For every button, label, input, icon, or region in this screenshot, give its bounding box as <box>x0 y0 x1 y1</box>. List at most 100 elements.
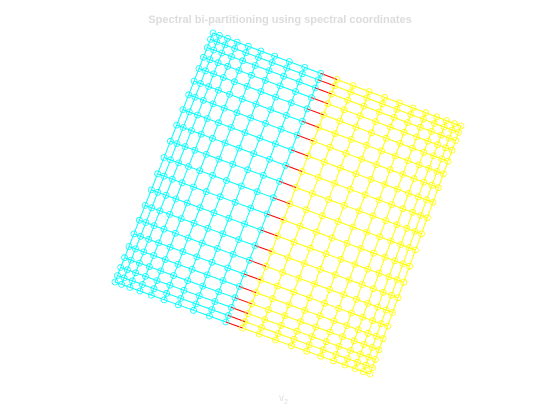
mesh-edge-b <box>412 196 419 213</box>
mesh-edge-b <box>335 354 348 360</box>
mesh-node-a <box>292 88 299 95</box>
mesh-edge-b <box>381 138 387 151</box>
mesh-edge-b <box>314 269 321 285</box>
mesh-node-b <box>374 303 382 311</box>
mesh-edge-a <box>242 98 257 105</box>
mesh-node-a <box>160 154 168 161</box>
mesh-node-b <box>366 370 374 378</box>
mesh-edge-b <box>329 289 344 296</box>
mesh-node-a <box>231 45 239 52</box>
mesh-node-a <box>173 121 181 129</box>
mesh-edge-b <box>428 155 434 169</box>
mesh-edge-b <box>390 126 405 133</box>
mesh-node-b <box>363 94 371 102</box>
mesh-edge-a <box>165 179 173 196</box>
mesh-node-a <box>160 225 168 233</box>
mesh-edge-b <box>353 85 370 93</box>
mesh-edge-a <box>227 37 238 43</box>
mesh-node-b <box>455 128 463 136</box>
mesh-edge-b <box>385 309 393 313</box>
mesh-edge-b <box>323 147 331 163</box>
mesh-edge-b <box>319 315 335 322</box>
mesh-edge-a <box>221 52 232 58</box>
mesh-edge-a <box>208 309 213 317</box>
mesh-node-b <box>326 143 334 151</box>
mesh-edge-b <box>267 298 274 310</box>
mesh-edge-b <box>277 333 295 340</box>
mesh-edge-a <box>246 85 262 92</box>
mesh-node-b <box>331 82 339 90</box>
mesh-node-b <box>428 127 435 135</box>
mesh-edge-b <box>265 251 273 267</box>
mesh-node-b <box>339 333 347 341</box>
mesh-node-b <box>351 365 359 373</box>
mesh-edge-b <box>318 114 324 128</box>
mesh-edge-a <box>207 227 224 235</box>
mesh-edge-a <box>188 97 196 113</box>
mesh-node-a <box>170 272 178 279</box>
mesh-edge-b <box>375 323 382 337</box>
mesh-edge-a <box>191 268 208 276</box>
mesh-node-a <box>227 124 235 131</box>
mesh-edge-a <box>206 39 211 48</box>
mesh-node-a <box>215 288 223 296</box>
mesh-node-a <box>174 260 182 268</box>
mesh-node-a <box>150 252 158 259</box>
mesh-edge-b <box>436 116 447 122</box>
mesh-node-b <box>340 291 348 299</box>
mesh-edge-a <box>175 198 188 204</box>
mesh-edge-b <box>385 220 398 226</box>
mesh-edge-a <box>129 286 141 292</box>
mesh-node-b <box>407 111 415 118</box>
mesh-edge-b <box>379 220 387 237</box>
mesh-edge-a <box>145 266 150 277</box>
mesh-edge-b <box>368 347 373 358</box>
mesh-edge-a <box>304 66 321 74</box>
mesh-edge-a <box>224 44 235 49</box>
mesh-edge-b <box>448 129 453 139</box>
mesh-edge-b <box>358 329 369 334</box>
mesh-edge-a <box>301 108 308 122</box>
mesh-edge-b <box>275 339 292 347</box>
mesh-node-a <box>206 56 214 64</box>
mesh-node-a <box>268 59 276 66</box>
mesh-edge-a <box>212 122 219 139</box>
mesh-edge-a <box>193 222 209 229</box>
mesh-node-b <box>369 317 377 325</box>
mesh-node-b <box>423 196 430 204</box>
mesh-node-a <box>187 127 195 135</box>
mesh-edge-b <box>381 150 396 157</box>
mesh-edge-b <box>304 263 321 270</box>
mesh-node-a <box>190 219 198 227</box>
mesh-edge-b <box>406 212 414 229</box>
mesh-node-a <box>218 49 226 57</box>
mesh-edge-b <box>315 315 321 328</box>
mesh-edge-b <box>284 315 301 322</box>
mesh-edge-a <box>217 62 228 67</box>
mesh-node-a <box>311 84 319 92</box>
mesh-edge-a <box>169 198 177 215</box>
mesh-edge-a <box>224 142 240 149</box>
mesh-node-b <box>340 201 348 209</box>
mesh-edge-b <box>335 346 340 355</box>
mesh-node-b <box>353 295 360 303</box>
mesh-node-a <box>228 53 235 60</box>
mesh-node-a <box>160 296 168 304</box>
mesh-edge-b <box>258 327 263 335</box>
mesh-edge-b <box>394 260 404 265</box>
mesh-node-b <box>268 248 276 255</box>
mesh-node-b <box>300 260 308 267</box>
mesh-edge-b <box>414 230 422 235</box>
mesh-edge-a <box>163 175 173 180</box>
mesh-edge-a <box>201 228 209 244</box>
mesh-edge-a <box>165 194 177 200</box>
mesh-edge-a <box>227 56 232 67</box>
figure-title: Spectral bi-partitioning using spectral … <box>148 14 412 26</box>
mesh-node-a <box>269 194 277 202</box>
mesh-node-a <box>271 52 279 60</box>
mesh-edge-a <box>169 213 182 220</box>
mesh-node-a <box>256 134 264 142</box>
mesh-edge-a <box>159 210 170 215</box>
mesh-edge-a <box>180 290 185 299</box>
mesh-edge-b <box>306 209 323 217</box>
